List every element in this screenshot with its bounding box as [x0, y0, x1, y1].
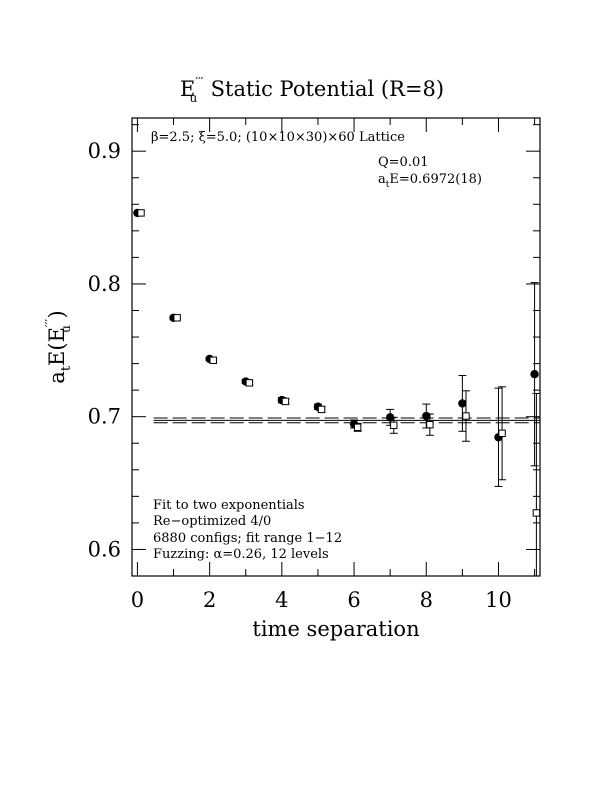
data-point-circle	[422, 411, 431, 421]
tick-labels: 0 2 4 6 8 10 0.6 0.7 0.8 0.9	[88, 139, 512, 612]
x-tick-label: 6	[347, 588, 360, 612]
x-tick-label: 4	[275, 588, 288, 612]
y-title-func-sup: ′′′	[43, 319, 57, 327]
fit-energy-rest: E=0.6972(18)	[389, 172, 482, 187]
data-point-square	[317, 405, 326, 414]
fit-energy-prefix: a	[378, 172, 386, 187]
title-symbol-sub: u	[190, 91, 198, 105]
fit-energy: atE=0.6972(18)	[378, 172, 482, 190]
data-point-square	[462, 412, 470, 420]
data-point-circle	[458, 399, 467, 408]
data-point-square	[498, 429, 506, 437]
data-point-square	[532, 509, 541, 517]
x-axis-title: time separation	[252, 617, 419, 641]
data-point-square	[245, 379, 254, 387]
title-rest: Static Potential (R=8)	[197, 77, 444, 101]
data-point-square	[173, 314, 181, 322]
data-point-square	[426, 420, 434, 429]
chart-title: E′′′ u Static Potential (R=8)	[180, 75, 444, 105]
x-tick-label: 0	[131, 588, 144, 612]
y-tick-label: 0.7	[88, 405, 121, 429]
x-tick-label: 10	[485, 588, 512, 612]
plot-frame	[131, 117, 541, 577]
svg-text:atE(E′′′u ): atE(E′′′u )	[43, 310, 74, 383]
axis-ticks	[132, 118, 540, 577]
data-point-square	[281, 397, 290, 406]
y-tick-label: 0.6	[88, 537, 121, 561]
fit-detail-4: Fuzzing: α=0.26, 12 levels	[153, 547, 329, 562]
x-tick-label: 2	[203, 588, 216, 612]
x-tick-label: 8	[420, 588, 433, 612]
y-title-func: E(E	[45, 327, 69, 366]
y-tick-label: 0.9	[88, 139, 121, 163]
data-series	[133, 208, 541, 577]
fit-energy-sub: t	[386, 180, 390, 190]
title-symbol: E	[180, 77, 195, 101]
fit-band	[153, 417, 540, 424]
y-title-prefix: a	[45, 371, 69, 384]
fit-detail-3: 6880 configs; fit range 1−12	[153, 531, 342, 546]
data-point-square	[137, 209, 145, 217]
y-axis-title: atE(E′′′u )	[43, 310, 74, 383]
title-symbol-sup: ′′′	[195, 75, 203, 89]
fit-detail-1: Fit to two exponentials	[153, 498, 305, 513]
fit-q: Q=0.01	[378, 155, 429, 170]
lattice-note: β=2.5; ξ=5.0; (10×10×30)×60 Lattice	[151, 130, 405, 145]
data-point-square	[390, 421, 398, 430]
data-point-square	[353, 423, 362, 432]
data-point-circle	[530, 370, 539, 379]
data-point-square	[209, 356, 217, 364]
y-title-func-sub: u	[59, 325, 73, 333]
y-tick-label: 0.8	[88, 272, 121, 296]
y-title-close: )	[45, 310, 69, 325]
y-title-prefix-sub: t	[59, 365, 74, 371]
fit-detail-2: Re−optimized 4/0	[153, 514, 271, 529]
